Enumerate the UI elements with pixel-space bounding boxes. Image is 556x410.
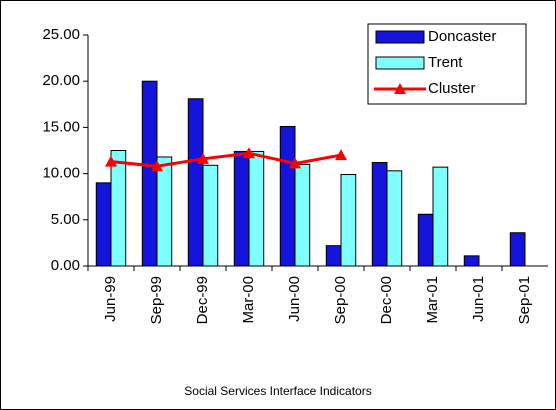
y-tick-label: 15.00 xyxy=(42,118,80,135)
bar xyxy=(156,156,173,267)
marker xyxy=(243,147,255,159)
y-tick-label: 25.00 xyxy=(42,26,80,43)
marker xyxy=(197,152,209,164)
legend-label: Trent xyxy=(428,54,463,71)
bar xyxy=(432,166,449,267)
marker xyxy=(335,149,347,161)
x-tick-label: Jun-00 xyxy=(286,276,303,322)
marker xyxy=(289,157,301,169)
bar xyxy=(233,150,250,267)
y-tick-label: 20.00 xyxy=(42,72,80,89)
chart-title: Social Services Interface Indicators xyxy=(184,384,371,398)
bar xyxy=(187,98,204,267)
bar xyxy=(95,182,112,267)
x-tick-label: Sep-00 xyxy=(332,276,349,324)
y-tick-label: 10.00 xyxy=(42,165,80,182)
x-tick-label: Mar-00 xyxy=(240,276,257,324)
bar xyxy=(202,164,219,267)
y-tick-label: 0.00 xyxy=(51,257,80,274)
x-tick-label: Sep-99 xyxy=(148,276,165,324)
line xyxy=(110,151,342,168)
bar xyxy=(340,174,357,267)
marker xyxy=(151,160,163,172)
marker xyxy=(105,155,117,167)
bar xyxy=(294,163,311,267)
x-tick-label: Mar-01 xyxy=(424,276,441,324)
legend-marker xyxy=(394,83,406,94)
bar xyxy=(279,125,296,267)
bar xyxy=(325,245,342,267)
x-tick-label: Jun-01 xyxy=(470,276,487,322)
bar xyxy=(110,150,127,267)
x-tick-label: Jun-99 xyxy=(102,276,119,322)
y-tick-label: 5.00 xyxy=(51,211,80,228)
bar xyxy=(386,170,403,267)
x-tick-label: Sep-01 xyxy=(516,276,533,324)
legend-label: Cluster xyxy=(428,80,476,97)
bar xyxy=(371,162,388,267)
bar xyxy=(463,255,480,267)
x-tick-label: Dec-99 xyxy=(194,276,211,324)
bar xyxy=(141,80,158,267)
legend-label: Doncaster xyxy=(428,28,496,45)
bar xyxy=(509,232,526,267)
x-tick-label: Dec-00 xyxy=(378,276,395,324)
legend-swatch xyxy=(375,56,425,70)
legend-swatch xyxy=(375,30,425,44)
bar xyxy=(248,150,265,267)
bar xyxy=(417,213,434,267)
